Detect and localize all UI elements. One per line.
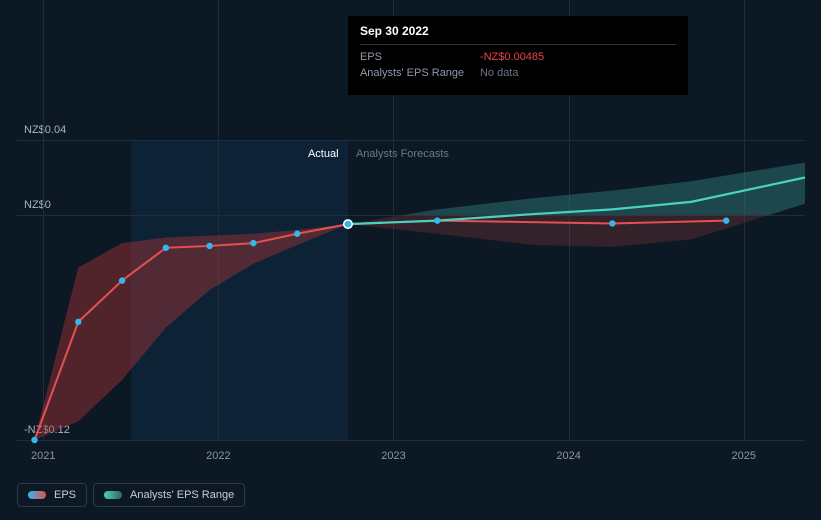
eps-marker	[31, 437, 37, 443]
eps-marker	[75, 319, 81, 325]
eps-marker	[434, 217, 440, 223]
eps-marker	[723, 217, 729, 223]
eps-marker	[250, 240, 256, 246]
grid-line	[17, 440, 805, 441]
tooltip-row: Analysts' EPS RangeNo data	[360, 65, 676, 81]
legend-item-eps[interactable]: EPS	[17, 483, 87, 507]
eps-marker	[206, 243, 212, 249]
legend-label: EPS	[54, 489, 76, 501]
x-axis-label: 2023	[381, 450, 405, 462]
legend-label: Analysts' EPS Range	[130, 489, 234, 501]
legend-item-range[interactable]: Analysts' EPS Range	[93, 483, 245, 507]
eps-marker	[294, 231, 300, 237]
hover-marker	[344, 220, 352, 228]
tooltip-header: Sep 30 2022	[360, 24, 676, 45]
x-axis-label: 2025	[731, 450, 755, 462]
eps-marker	[163, 245, 169, 251]
legend-swatch-eps	[28, 491, 46, 499]
x-axis-label: 2022	[206, 450, 230, 462]
tooltip-key: Analysts' EPS Range	[360, 67, 480, 79]
legend: EPS Analysts' EPS Range	[17, 483, 245, 507]
x-axis-label: 2024	[556, 450, 580, 462]
tooltip-row: EPS-NZ$0.00485	[360, 49, 676, 65]
legend-swatch-range	[104, 491, 122, 499]
tooltip-key: EPS	[360, 51, 480, 63]
eps-marker	[119, 277, 125, 283]
x-axis-label: 2021	[31, 450, 55, 462]
eps-marker	[609, 220, 615, 226]
eps-band	[35, 224, 348, 440]
chart-tooltip: Sep 30 2022 EPS-NZ$0.00485Analysts' EPS …	[348, 16, 688, 95]
tooltip-value: -NZ$0.00485	[480, 51, 544, 63]
tooltip-value: No data	[480, 67, 519, 79]
